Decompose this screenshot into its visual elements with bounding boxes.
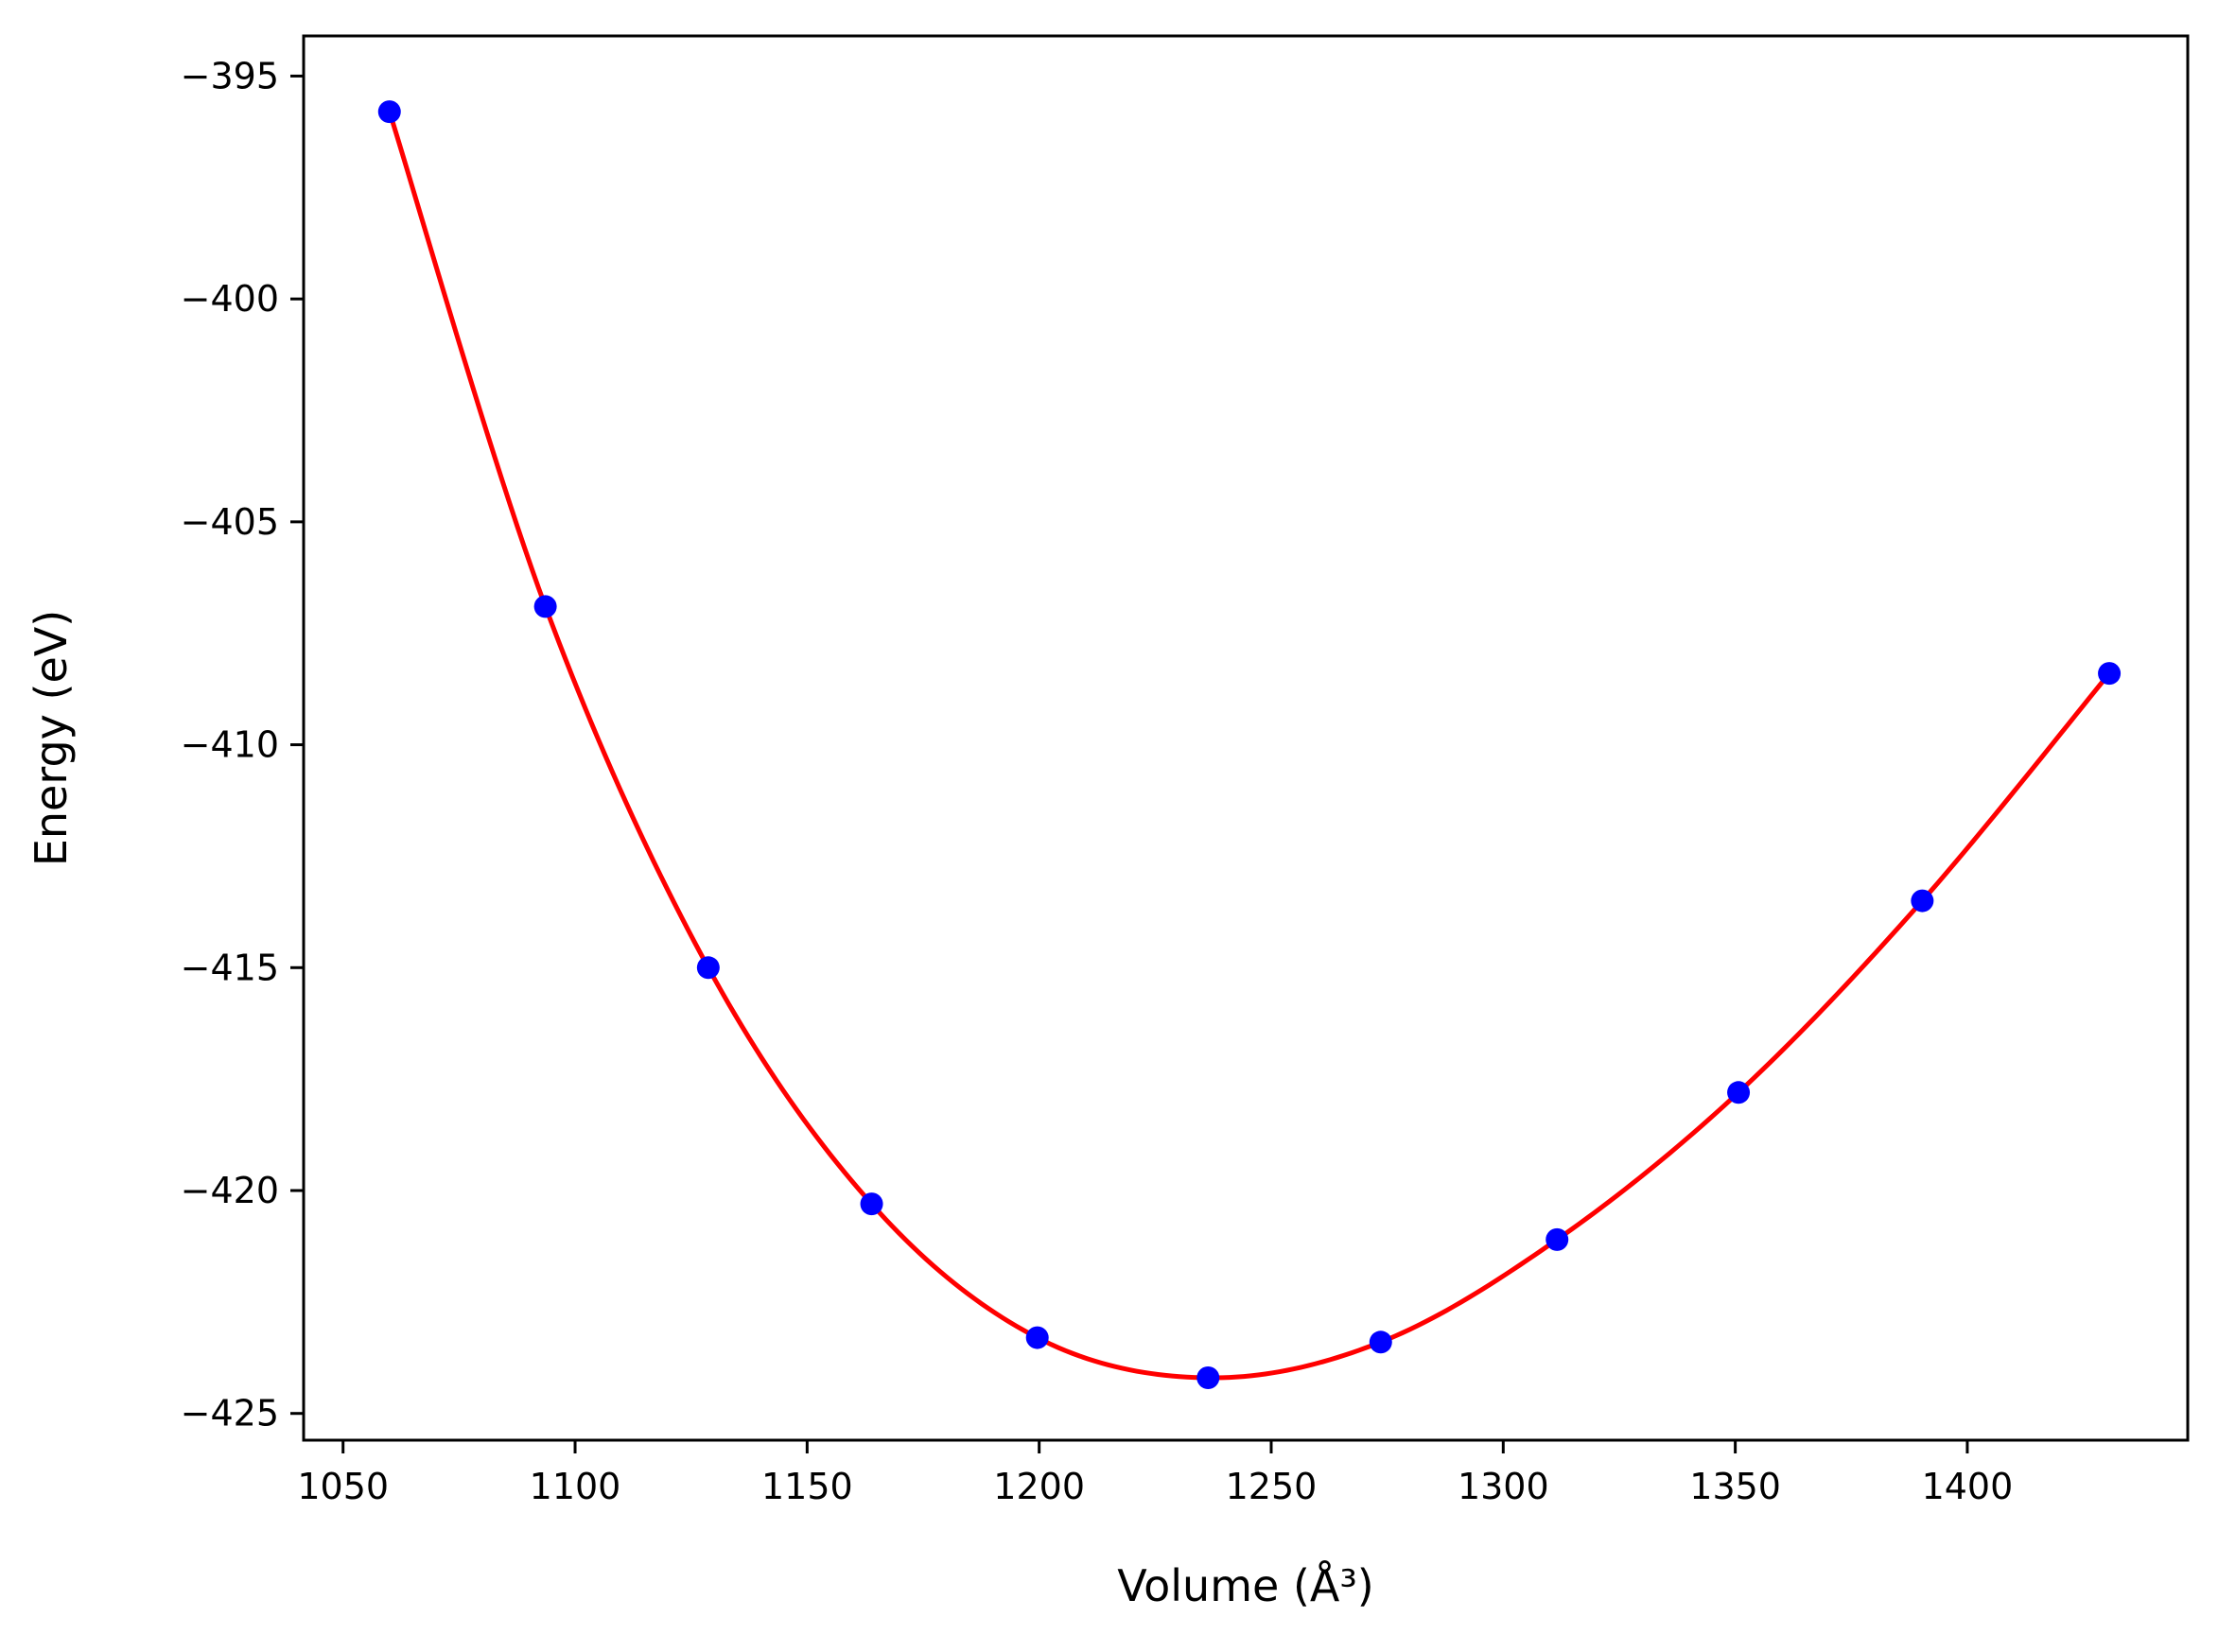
x-tick-label: 1300 <box>1458 1466 1549 1507</box>
x-tick-label: 1200 <box>993 1466 1085 1507</box>
y-tick-label: −405 <box>181 501 279 543</box>
data-point <box>1727 1081 1751 1104</box>
x-tick-label: 1050 <box>297 1466 389 1507</box>
points-layer <box>377 100 2122 1389</box>
y-tick-label: −395 <box>181 55 279 96</box>
y-tick-label: −420 <box>181 1170 279 1211</box>
data-point <box>696 956 720 980</box>
x-tick-label: 1350 <box>1689 1466 1781 1507</box>
y-tick-label: −425 <box>181 1393 279 1435</box>
x-tick-label: 1150 <box>761 1466 853 1507</box>
y-axis-label: Energy (eV) <box>26 610 77 866</box>
x-tick-label: 1100 <box>530 1466 621 1507</box>
data-point <box>1196 1366 1220 1389</box>
data-point <box>1546 1227 1569 1251</box>
fit-layer <box>387 109 2112 1381</box>
fit-curve-line <box>387 109 2112 1381</box>
y-tick-label: −415 <box>181 947 279 988</box>
y-tick-label: −400 <box>181 278 279 320</box>
data-point <box>377 100 401 124</box>
x-tick-label: 1250 <box>1226 1466 1318 1507</box>
data-point <box>1369 1330 1392 1354</box>
data-point <box>1025 1326 1049 1349</box>
data-point <box>1911 889 1934 913</box>
x-tick-label: 1400 <box>1922 1466 2014 1507</box>
data-point <box>860 1192 883 1216</box>
data-point <box>2098 662 2122 686</box>
x-axis-label: Volume (Å³) <box>1117 1560 1374 1611</box>
y-axis-ticks: −395 −400 −405 −410 −415 −420 −425 <box>181 55 304 1435</box>
data-point <box>533 595 557 618</box>
y-tick-label: −410 <box>181 724 279 766</box>
x-axis-ticks: 1050 1100 1150 1200 1250 1300 1350 1400 <box>297 1440 2013 1507</box>
plot-frame <box>302 34 2190 1442</box>
